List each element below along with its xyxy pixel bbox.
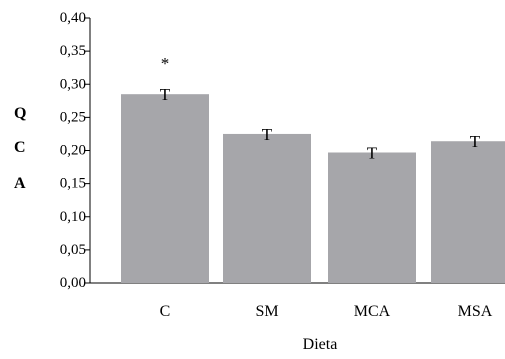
y-axis-label-letter: A bbox=[14, 175, 26, 192]
y-tick-label: 0,05 bbox=[60, 242, 86, 258]
y-axis-label-letter: C bbox=[14, 139, 26, 156]
x-tick-label-c: C bbox=[160, 303, 171, 320]
bar-msa bbox=[431, 141, 505, 283]
y-tick-label: 0,40 bbox=[60, 10, 86, 26]
bar-sm bbox=[223, 133, 311, 283]
y-tick-label: 0,35 bbox=[60, 43, 86, 59]
bars-layer bbox=[121, 94, 505, 283]
y-tick-label: 0,10 bbox=[60, 209, 86, 225]
error-marker-c: T bbox=[160, 85, 171, 104]
bar-c bbox=[121, 94, 209, 283]
y-tick-label: 0,00 bbox=[60, 275, 86, 291]
x-tick-label-msa: MSA bbox=[458, 303, 493, 320]
y-tick-label: 0,15 bbox=[60, 176, 86, 192]
error-marker-msa: T bbox=[470, 132, 481, 151]
y-tick-label: 0,20 bbox=[60, 143, 86, 159]
x-axis-label: Dieta bbox=[303, 336, 338, 353]
x-tick-label-sm: SM bbox=[255, 303, 278, 320]
x-tick-label-mca: MCA bbox=[354, 303, 391, 320]
significance-annotation: * bbox=[161, 54, 170, 73]
error-marker-mca: T bbox=[367, 143, 378, 162]
y-axis-label-letter: Q bbox=[14, 105, 26, 122]
y-tick-label: 0,25 bbox=[60, 109, 86, 125]
error-marker-sm: T bbox=[262, 125, 273, 144]
labels-layer: T C T SM T MCA T MSA * 0,00 0,05 0,10 0,15 0,20 0,25 0,… bbox=[14, 10, 493, 353]
y-tick-label: 0,30 bbox=[60, 76, 86, 92]
bar-mca bbox=[328, 152, 416, 283]
